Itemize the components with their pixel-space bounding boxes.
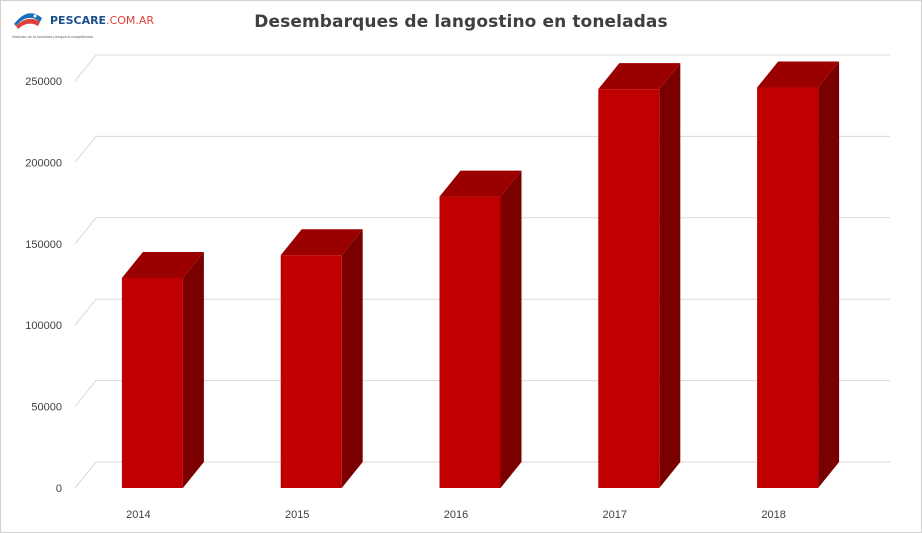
bars: [121, 61, 840, 489]
x-tick-label: 2014: [126, 509, 150, 521]
bar-side: [182, 251, 204, 488]
pescare-logo: PESCARE.COM.AR Noticias de la industria …: [10, 6, 154, 46]
chart-title: Desembarques de langostino en toneladas: [254, 12, 668, 32]
bar-front: [280, 255, 342, 488]
logo-name-tld: .COM.AR: [106, 14, 155, 27]
x-tick-label: 2017: [603, 509, 627, 521]
y-tick-label: 250000: [25, 76, 62, 88]
bar-top: [439, 170, 522, 197]
bar-front: [757, 87, 819, 489]
x-tick-label: 2016: [444, 509, 468, 521]
x-tick-label: 2015: [285, 509, 309, 521]
bar-top: [598, 63, 681, 90]
bar-front: [598, 89, 660, 488]
bar-top: [121, 251, 204, 278]
bar-side: [341, 229, 363, 489]
bar-side: [500, 170, 522, 488]
bar-side: [659, 63, 681, 488]
gridline: [74, 54, 890, 82]
logo-name: PESCARE.COM.AR: [50, 14, 154, 27]
logo-fish-icon: [14, 13, 42, 29]
bar: [280, 229, 363, 489]
bar-side: [818, 61, 840, 489]
x-tick-label: 2018: [761, 509, 785, 521]
y-tick-label: 100000: [25, 320, 62, 332]
y-tick-label: 200000: [25, 157, 62, 169]
bar: [598, 63, 681, 488]
y-tick-label: 150000: [25, 239, 62, 251]
bar: [757, 61, 840, 489]
y-tick-label: 50000: [31, 402, 62, 414]
x-axis-ticks: 2014 2015 2016 2017 2018: [126, 509, 786, 521]
bar-front: [121, 277, 183, 488]
logo-name-main: PESCARE: [50, 14, 107, 27]
logo-tagline: Noticias de la industria pesquera marpla…: [12, 34, 94, 39]
bar-top: [280, 229, 363, 256]
bar: [439, 170, 522, 488]
bar-top: [757, 61, 840, 88]
y-tick-label: 0: [56, 483, 62, 495]
bar: [121, 251, 204, 488]
y-axis-ticks: 0 50000 100000 150000 200000 250000: [25, 76, 62, 495]
bar-front: [439, 196, 501, 488]
